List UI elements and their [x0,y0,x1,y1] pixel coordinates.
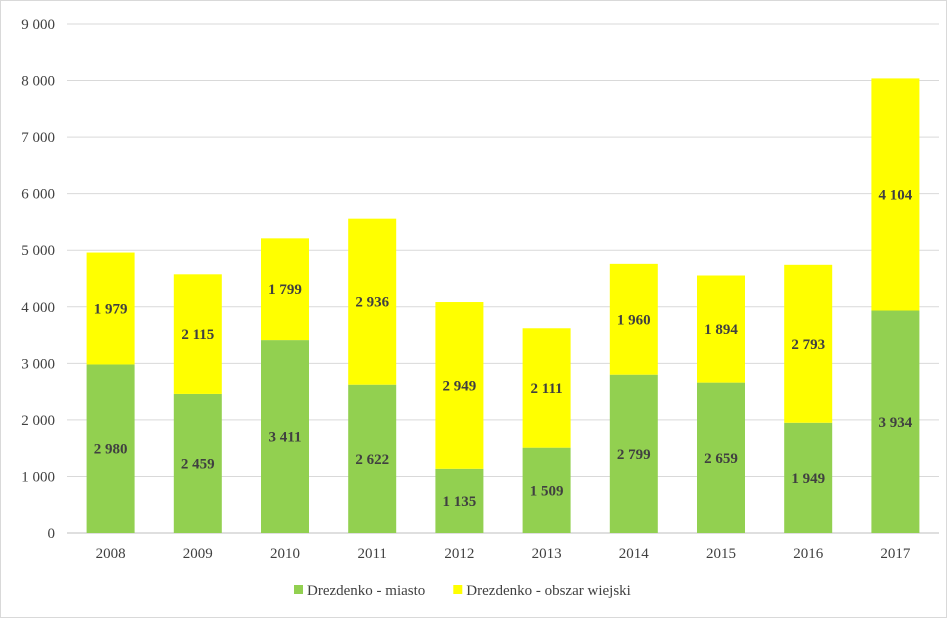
x-tick-label: 2008 [96,546,126,562]
data-label: 1 135 [443,494,477,510]
bar-miasto-2011 [348,384,397,533]
data-label: 2 949 [443,378,477,394]
legend-label: Drezdenko - obszar wiejski [466,583,631,599]
data-label: 4 104 [879,187,913,203]
x-tick-label: 2017 [880,546,911,562]
y-tick-label: 4 000 [21,300,55,316]
x-tick-label: 2010 [270,546,300,562]
bar-obszar-wiejski-2014 [609,263,658,375]
y-tick-label: 5 000 [21,243,55,259]
x-tick-label: 2009 [183,546,213,562]
x-tick-label: 2016 [793,546,824,562]
y-tick-label: 1 000 [21,469,55,485]
legend-swatch [294,585,303,594]
data-label: 1 949 [791,471,825,487]
bar-obszar-wiejski-2016 [784,264,833,423]
y-axis-tick-labels: 0 1 000 2 000 3 000 4 000 5 000 6 000 7 000 8 00… [21,17,55,542]
legend: Drezdenko - miasto Drezdenko - obszar wie… [294,583,631,599]
legend-label: Drezdenko - miasto [307,583,425,599]
data-label: 2 936 [355,295,389,311]
x-tick-label: 2012 [444,546,474,562]
y-tick-label: 0 [48,526,56,542]
data-label: 2 980 [94,442,128,458]
data-label: 2 622 [355,452,389,468]
bar-miasto-2014 [609,374,658,533]
data-label: 3 411 [269,430,302,446]
y-tick-label: 7 000 [21,130,55,146]
bar-miasto-2013 [522,447,571,533]
y-tick-label: 9 000 [21,17,55,33]
x-tick-label: 2015 [706,546,736,562]
data-label: 2 659 [704,451,738,467]
y-tick-label: 6 000 [21,187,55,203]
y-tick-label: 2 000 [21,413,55,429]
bar-obszar-wiejski-2011 [348,218,397,385]
bar-obszar-wiejski-2017 [871,78,920,311]
data-label: 2 115 [181,327,214,343]
y-tick-label: 3 000 [21,356,55,372]
bar-miasto-2008 [86,364,135,533]
data-label: 1 979 [94,302,128,318]
data-label: 2 459 [181,456,215,472]
data-label: 2 111 [531,381,563,397]
bar-obszar-wiejski-2015 [697,275,745,383]
y-tick-label: 8 000 [21,74,55,90]
data-label: 1 960 [617,312,651,328]
data-label: 2 793 [791,337,825,353]
bar-miasto-2010 [261,340,309,533]
x-tick-label: 2011 [357,546,386,562]
bar-miasto-2012 [435,468,484,533]
bar-miasto-2016 [784,422,833,533]
bar-obszar-wiejski-2008 [86,252,135,365]
bar-obszar-wiejski-2009 [173,274,222,394]
bar-miasto-2009 [173,393,222,533]
bar-obszar-wiejski-2013 [522,328,571,448]
data-label: 1 799 [268,282,302,298]
data-labels: 2 980 1 979 2 459 2 115 3 411 1 799 2 622 2 936… [94,187,913,509]
bars [86,78,920,533]
data-label: 2 799 [617,447,651,463]
x-tick-label: 2014 [619,546,650,562]
data-label: 1 509 [530,483,564,499]
bar-obszar-wiejski-2012 [435,302,484,469]
data-label: 1 894 [704,322,738,338]
bar-miasto-2017 [871,310,920,533]
x-axis-tick-labels: 2008 2009 2010 2011 2012 2013 2014 2015 2016 2017 [96,546,911,562]
legend-swatch [453,585,463,594]
bar-obszar-wiejski-2010 [261,238,309,341]
data-label: 3 934 [879,415,913,431]
x-tick-label: 2013 [532,546,562,562]
bar-miasto-2015 [697,382,745,533]
